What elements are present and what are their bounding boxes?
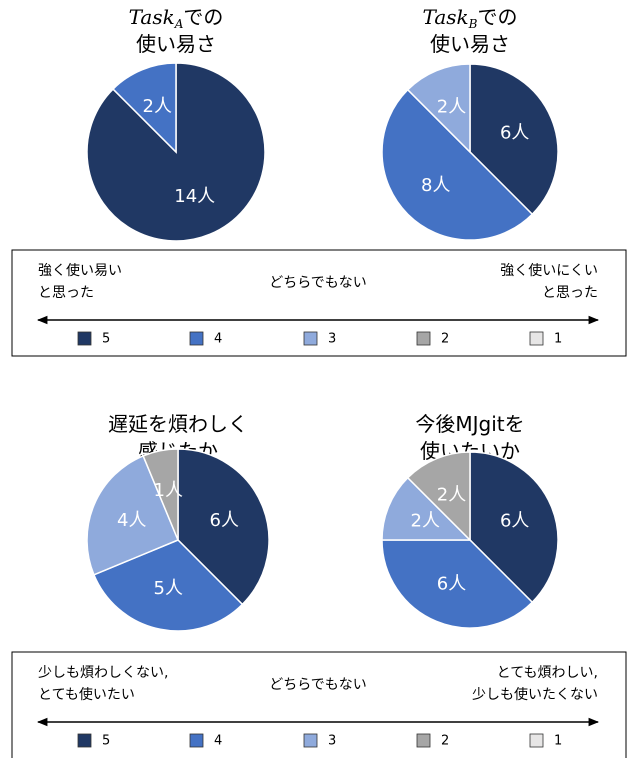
slice-label: 2人 <box>437 96 466 117</box>
legend-swatch <box>303 331 318 346</box>
pie-slice <box>381 88 534 241</box>
scale-right: とても煩わしい, <box>497 665 598 681</box>
title-variable: Task <box>129 5 175 29</box>
legend-label: 4 <box>214 734 222 749</box>
legend-label: 1 <box>554 332 562 347</box>
legend-swatch <box>189 733 204 748</box>
title-text: 使い易さ <box>430 32 510 56</box>
scale-right: 強く使いにくい <box>500 262 598 279</box>
legend-swatch <box>303 733 318 748</box>
slice-label: 2人 <box>411 510 440 531</box>
pie-slice <box>469 451 559 604</box>
slice-label: 14人 <box>174 186 215 207</box>
legend-label: 5 <box>102 734 110 749</box>
title-text: での <box>183 5 223 29</box>
legend-label: 3 <box>328 734 336 749</box>
pie-slice <box>177 448 270 606</box>
scale-center: どちらでもない <box>269 677 367 693</box>
scale-left: 強く使い易い <box>38 262 122 279</box>
legend-swatch <box>416 331 431 346</box>
pie-slice <box>406 451 471 542</box>
legend-swatch <box>77 331 92 346</box>
slice-label: 6人 <box>437 574 466 595</box>
legend-label: 4 <box>214 332 222 347</box>
title-subscript: A <box>174 17 184 31</box>
pie-slice <box>112 62 177 154</box>
chart-title: TaskAでの <box>129 5 224 31</box>
chart-title: 遅延を煩わしく <box>108 412 248 436</box>
pie-slice <box>406 63 471 154</box>
pie-slice <box>381 476 472 541</box>
scale-right: と思った <box>542 285 598 301</box>
legend-swatch <box>77 733 92 748</box>
legend-box <box>11 651 627 758</box>
slice-label: 6人 <box>500 510 529 531</box>
scale-left: と思った <box>38 285 94 301</box>
chart-title: 今後MJgitを <box>415 412 524 436</box>
legend-swatch <box>189 331 204 346</box>
pie-slice <box>469 63 559 216</box>
chart-title: 使い易さ <box>136 32 216 56</box>
legend-label: 5 <box>102 332 110 347</box>
slice-label: 8人 <box>421 175 450 196</box>
slice-label: 6人 <box>500 122 529 143</box>
pie-slice <box>142 448 179 541</box>
scale-left: 少しも煩わしくない, <box>38 665 168 681</box>
slice-label: 1人 <box>154 480 183 501</box>
pie-slice <box>381 539 534 629</box>
legend-label: 3 <box>328 332 336 347</box>
title-text: での <box>477 5 517 29</box>
slice-label: 2人 <box>143 96 172 117</box>
title-subscript: B <box>468 17 478 31</box>
title-variable: Task <box>423 5 469 29</box>
title-text: 使い易さ <box>136 32 216 56</box>
legend-label: 1 <box>554 734 562 749</box>
scale-left: とても使いたい <box>38 686 135 703</box>
legend-box <box>11 249 627 357</box>
title-text: 今後MJgitを <box>415 412 524 436</box>
title-text: 遅延を煩わしく <box>108 412 248 436</box>
slice-label: 5人 <box>154 578 183 599</box>
slice-label: 2人 <box>437 484 466 505</box>
scale-right: 少しも使いたくない <box>472 686 598 703</box>
legend-swatch <box>529 733 544 748</box>
legend-swatch <box>416 733 431 748</box>
legend-swatch <box>529 331 544 346</box>
slice-label: 6人 <box>210 510 239 531</box>
scale-center: どちらでもない <box>269 275 367 291</box>
chart-title: 使い易さ <box>430 32 510 56</box>
legend-label: 2 <box>441 332 449 347</box>
slice-label: 4人 <box>117 510 146 531</box>
pie-slice <box>92 539 244 632</box>
legend-label: 2 <box>441 734 449 749</box>
chart-title: TaskBでの <box>423 5 518 31</box>
